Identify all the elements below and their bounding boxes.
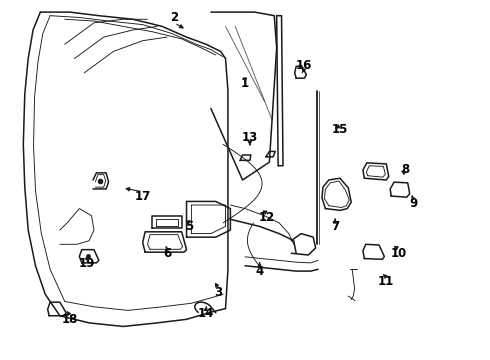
Text: 4: 4 [255, 265, 264, 278]
Text: 16: 16 [295, 59, 312, 72]
Text: 6: 6 [163, 247, 171, 260]
Text: 15: 15 [332, 123, 348, 136]
Text: 10: 10 [391, 247, 407, 260]
Text: 2: 2 [171, 11, 178, 24]
Text: 14: 14 [198, 307, 214, 320]
Text: 13: 13 [242, 131, 258, 144]
Text: 17: 17 [135, 190, 151, 203]
Text: 5: 5 [185, 220, 193, 233]
Text: 7: 7 [331, 220, 339, 233]
Text: 12: 12 [259, 211, 275, 224]
Text: 19: 19 [78, 257, 95, 270]
Text: 18: 18 [61, 313, 78, 326]
Text: 8: 8 [402, 163, 410, 176]
Text: 3: 3 [214, 286, 222, 299]
Text: 11: 11 [378, 275, 394, 288]
Text: 9: 9 [409, 197, 417, 210]
Text: 1: 1 [241, 77, 249, 90]
